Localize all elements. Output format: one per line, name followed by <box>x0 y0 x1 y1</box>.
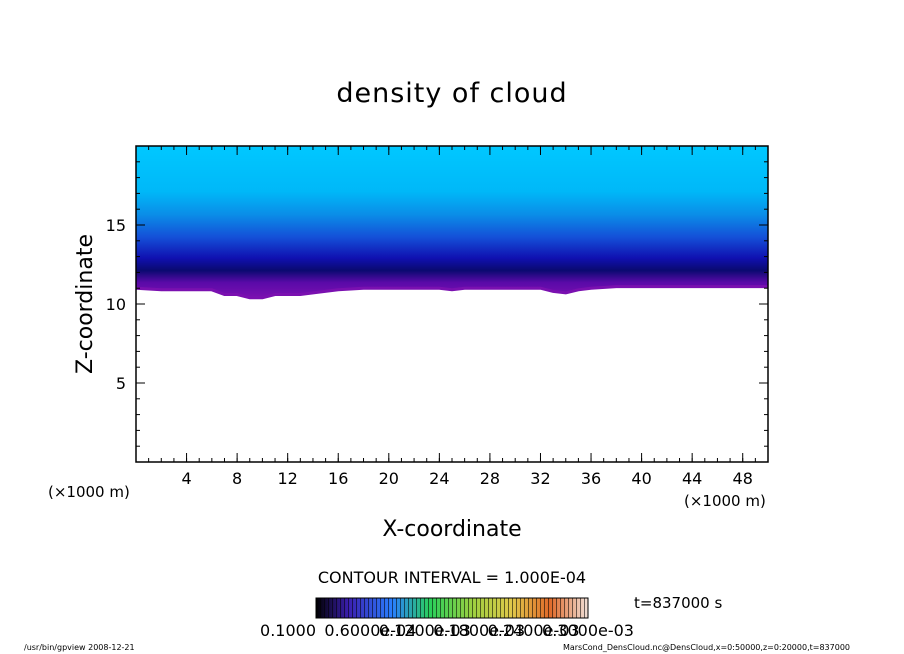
x-tick-label: 8 <box>232 469 242 488</box>
colorbar-label: 0.1200e-03 <box>379 621 471 640</box>
x-tick-label: 24 <box>429 469 449 488</box>
colorbar-label: 0.3000e-03 <box>542 621 634 640</box>
y-axis-ticks: 5 10 15 <box>106 216 768 393</box>
contour-interval: CONTOUR INTERVAL = 1.000E-04 <box>318 568 586 587</box>
x-tick-label: 36 <box>581 469 601 488</box>
x-axis-ticks: 4 8 12 16 20 24 28 32 36 40 44 48 <box>181 146 753 488</box>
colorbar-label: 0.6000e-04 <box>324 621 416 640</box>
x-tick-label: 28 <box>480 469 500 488</box>
x-minor-ticks <box>148 146 756 462</box>
x-unit-right: (×1000 m) <box>684 492 766 510</box>
cloud-base-edge <box>136 285 768 300</box>
x-tick-label: 44 <box>682 469 702 488</box>
footer-right: MarsCond_DensCloud.nc@DensCloud,x=0:5000… <box>563 643 850 652</box>
chart-title: density of cloud <box>336 78 567 109</box>
time-label: t=837000 s <box>634 594 722 612</box>
colorbar-label: 0.2400e-03 <box>488 621 580 640</box>
colorbar-label: 0.1800e-03 <box>433 621 525 640</box>
y-tick-label: 15 <box>106 216 126 235</box>
colorbar-label: 0.1000 <box>260 621 316 640</box>
x-tick-label: 20 <box>379 469 399 488</box>
x-unit-left: (×1000 m) <box>48 483 130 501</box>
y-tick-label: 10 <box>106 295 126 314</box>
x-tick-label: 12 <box>278 469 298 488</box>
x-tick-label: 40 <box>631 469 651 488</box>
x-tick-label: 4 <box>181 469 191 488</box>
x-axis-label: X-coordinate <box>382 517 521 542</box>
x-tick-label: 16 <box>328 469 348 488</box>
cloud-density-field <box>136 146 768 298</box>
colorbar-contour-lines <box>316 598 588 618</box>
y-tick-label: 5 <box>116 374 126 393</box>
x-tick-label: 32 <box>530 469 550 488</box>
colorbar-labels: 0.1000 0.6000e-040.1200e-030.1800e-030.24… <box>260 621 634 640</box>
y-axis-label: Z-coordinate <box>73 234 98 374</box>
x-tick-label: 48 <box>733 469 753 488</box>
footer-left: /usr/bin/gpview 2008-12-21 <box>24 643 135 652</box>
